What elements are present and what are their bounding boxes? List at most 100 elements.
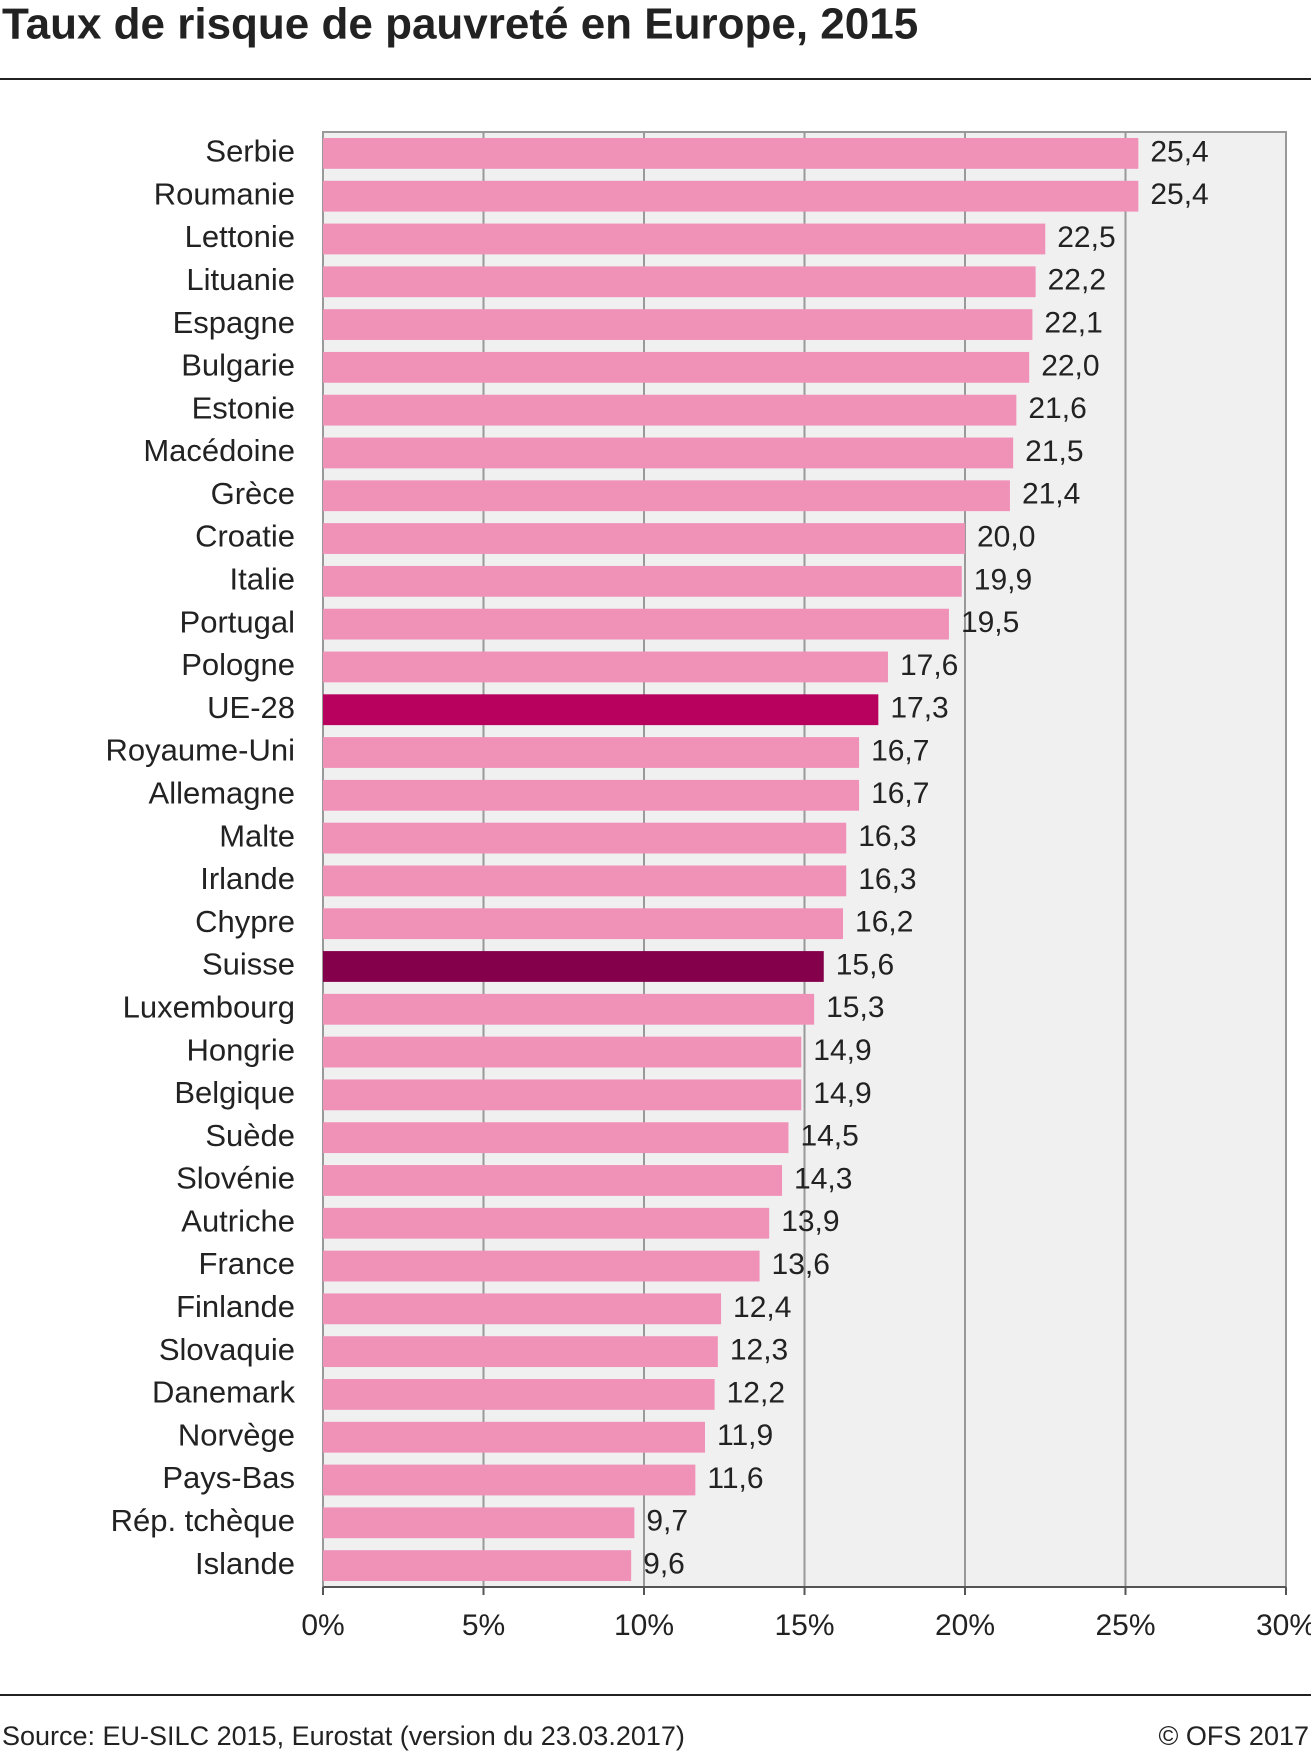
bar bbox=[323, 1250, 760, 1282]
chart-title: Taux de risque de pauvreté en Europe, 20… bbox=[2, 0, 918, 49]
bar bbox=[323, 865, 847, 897]
y-tick-label: Chypre bbox=[195, 904, 295, 939]
value-label: 15,3 bbox=[826, 991, 884, 1024]
value-label: 14,5 bbox=[800, 1120, 858, 1153]
y-tick-label: Pays-Bas bbox=[162, 1460, 295, 1495]
x-tick-label: 25% bbox=[1095, 1609, 1155, 1642]
bar bbox=[323, 1421, 705, 1453]
value-label: 12,3 bbox=[730, 1334, 788, 1367]
value-label: 12,4 bbox=[733, 1291, 791, 1324]
y-tick-label: Croatie bbox=[195, 519, 295, 554]
bar bbox=[323, 779, 860, 811]
y-tick-label: Lituanie bbox=[186, 262, 295, 297]
source: Source: EU-SILC 2015, Eurostat (version … bbox=[2, 1721, 685, 1751]
y-tick-label: Grèce bbox=[211, 476, 295, 511]
bar bbox=[323, 266, 1036, 298]
bar bbox=[323, 608, 949, 640]
bar bbox=[323, 523, 965, 554]
bar bbox=[323, 1507, 635, 1539]
value-label: 14,3 bbox=[794, 1162, 852, 1195]
value-label: 14,9 bbox=[813, 1077, 871, 1110]
bar bbox=[323, 1379, 715, 1410]
value-label: 22,1 bbox=[1044, 306, 1102, 339]
bar bbox=[323, 1336, 718, 1368]
y-tick-label: Belgique bbox=[174, 1075, 295, 1110]
bar bbox=[323, 1207, 770, 1239]
y-tick-label: Serbie bbox=[205, 134, 295, 169]
x-tick-label: 15% bbox=[774, 1609, 834, 1642]
value-label: 17,6 bbox=[900, 649, 958, 682]
value-label: 13,6 bbox=[772, 1248, 830, 1281]
y-tick-label: Espagne bbox=[173, 305, 295, 340]
value-label: 13,9 bbox=[781, 1205, 839, 1238]
value-label: 25,4 bbox=[1150, 178, 1208, 211]
bar bbox=[323, 565, 962, 597]
value-label: 16,2 bbox=[855, 906, 913, 939]
y-tick-label: Portugal bbox=[180, 604, 295, 639]
x-tick-label: 10% bbox=[614, 1609, 674, 1642]
value-label: 19,5 bbox=[961, 606, 1019, 639]
x-tick-label: 5% bbox=[462, 1609, 505, 1642]
value-label: 16,3 bbox=[858, 820, 916, 853]
bar bbox=[323, 394, 1017, 426]
bar bbox=[323, 1464, 696, 1496]
y-tick-label: Roumanie bbox=[154, 176, 295, 211]
y-tick-label: Allemagne bbox=[149, 775, 295, 810]
value-label: 21,4 bbox=[1022, 478, 1080, 511]
bar bbox=[323, 1550, 632, 1582]
value-label: 25,4 bbox=[1150, 135, 1208, 168]
bar bbox=[323, 1036, 802, 1068]
value-label: 9,6 bbox=[643, 1548, 685, 1581]
y-tick-label: UE-28 bbox=[207, 690, 295, 725]
bar bbox=[323, 651, 888, 683]
y-tick-label: Estonie bbox=[192, 390, 295, 425]
bar bbox=[323, 908, 844, 940]
y-tick-label: France bbox=[199, 1246, 295, 1281]
y-tick-label: Malte bbox=[219, 818, 295, 853]
y-tick-label: Slovaquie bbox=[159, 1332, 295, 1367]
x-tick-label: 0% bbox=[301, 1609, 344, 1642]
x-tick-label: 20% bbox=[935, 1609, 995, 1642]
value-label: 9,7 bbox=[646, 1505, 688, 1538]
y-tick-label: Suisse bbox=[202, 947, 295, 982]
x-tick-label: 30% bbox=[1256, 1609, 1311, 1642]
bar bbox=[323, 822, 847, 854]
credit: © OFS 2017 bbox=[1159, 1721, 1309, 1751]
bar bbox=[323, 480, 1010, 512]
bar bbox=[323, 223, 1046, 255]
value-label: 16,3 bbox=[858, 863, 916, 896]
value-label: 16,7 bbox=[871, 734, 929, 767]
y-tick-label: Rép. tchèque bbox=[111, 1503, 295, 1538]
value-label: 22,0 bbox=[1041, 349, 1099, 382]
y-tick-label: Bulgarie bbox=[181, 348, 295, 383]
y-tick-label: Slovénie bbox=[176, 1161, 295, 1196]
bar bbox=[323, 951, 824, 982]
value-label: 11,9 bbox=[717, 1419, 773, 1452]
value-label: 19,9 bbox=[974, 563, 1032, 596]
value-label: 14,9 bbox=[813, 1034, 871, 1067]
y-tick-label: Italie bbox=[230, 562, 295, 597]
bar bbox=[323, 351, 1030, 383]
y-tick-label: Royaume-Uni bbox=[105, 733, 295, 768]
bar bbox=[323, 1122, 789, 1154]
value-label: 20,0 bbox=[977, 520, 1035, 553]
bar bbox=[323, 309, 1033, 340]
bar bbox=[323, 180, 1139, 212]
y-tick-label: Irlande bbox=[200, 861, 295, 896]
value-label: 12,2 bbox=[727, 1376, 785, 1409]
value-label: 22,2 bbox=[1048, 264, 1106, 297]
value-label: 22,5 bbox=[1057, 221, 1115, 254]
y-tick-label: Luxembourg bbox=[123, 989, 295, 1024]
value-label: 21,5 bbox=[1025, 435, 1083, 468]
y-tick-label: Macédoine bbox=[143, 433, 295, 468]
bar bbox=[323, 993, 815, 1025]
value-label: 21,6 bbox=[1028, 392, 1086, 425]
bar bbox=[323, 694, 879, 726]
y-tick-label: Suède bbox=[205, 1118, 295, 1153]
value-label: 16,7 bbox=[871, 777, 929, 810]
bar bbox=[323, 1293, 722, 1325]
value-label: 15,6 bbox=[836, 948, 894, 981]
value-label: 17,3 bbox=[890, 692, 948, 725]
value-label: 11,6 bbox=[707, 1462, 763, 1495]
